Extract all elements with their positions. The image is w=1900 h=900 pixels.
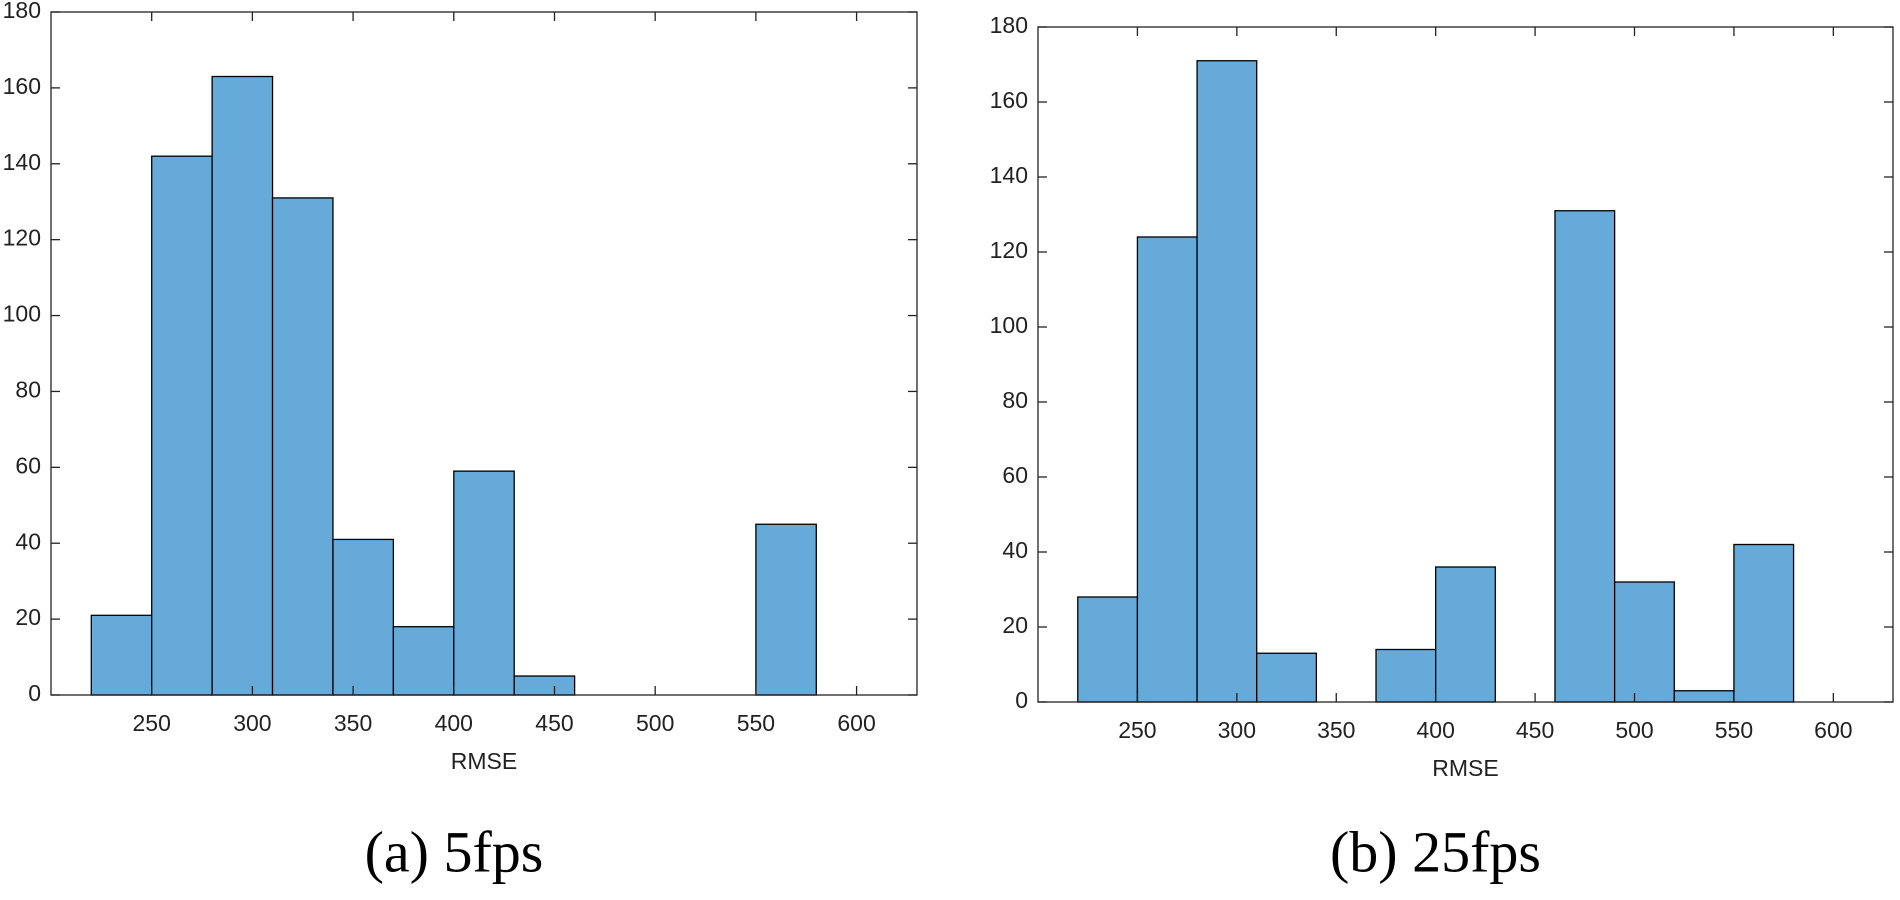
bar <box>332 538 395 696</box>
y-tick-label: 140 <box>990 162 1028 188</box>
x-tick-label: 350 <box>334 710 372 736</box>
y-tick-label: 120 <box>3 225 41 251</box>
x-axis-label: RMSE <box>1432 755 1498 781</box>
y-tick-label: 100 <box>990 312 1028 338</box>
caption: (b) 25fps <box>1330 819 1541 884</box>
bar <box>271 197 334 696</box>
bar <box>513 675 576 696</box>
bar <box>1673 690 1735 703</box>
y-tick-label: 0 <box>1015 687 1028 713</box>
y-tick-label: 180 <box>990 12 1028 38</box>
bar <box>755 523 817 696</box>
y-tick-label: 100 <box>3 301 41 327</box>
x-axis-label: RMSE <box>451 748 517 774</box>
x-tick-label: 450 <box>535 710 573 736</box>
y-tick-label: 40 <box>1002 537 1028 563</box>
y-tick-label: 160 <box>3 73 41 99</box>
bar <box>1435 566 1496 703</box>
bar <box>1375 648 1437 703</box>
x-tick-label: 600 <box>837 710 875 736</box>
bar <box>1136 236 1198 703</box>
y-tick-label: 180 <box>3 0 41 23</box>
x-tick-label: 500 <box>636 710 674 736</box>
x-tick-label: 250 <box>1118 717 1156 743</box>
bar <box>151 155 213 696</box>
y-tick-label: 160 <box>990 87 1028 113</box>
bar <box>211 75 274 696</box>
x-tick-label: 400 <box>435 710 473 736</box>
y-tick-label: 40 <box>15 528 41 554</box>
axes-box <box>50 11 918 696</box>
x-tick-label: 550 <box>1715 717 1753 743</box>
y-tick-label: 80 <box>15 377 41 403</box>
y-tick-label: 60 <box>1002 462 1028 488</box>
y-tick-label: 20 <box>15 604 41 630</box>
x-tick-label: 600 <box>1814 717 1852 743</box>
x-tick-label: 550 <box>737 710 775 736</box>
x-tick-label: 250 <box>133 710 171 736</box>
bar <box>1077 596 1139 703</box>
bar <box>453 470 515 696</box>
y-tick-label: 80 <box>1002 387 1028 413</box>
y-tick-label: 60 <box>15 452 41 478</box>
y-tick-label: 120 <box>990 237 1028 263</box>
x-tick-label: 400 <box>1416 717 1454 743</box>
y-tick-label: 20 <box>1002 612 1028 638</box>
bar <box>1196 60 1258 703</box>
caption: (a) 5fps <box>365 819 544 884</box>
x-tick-label: 350 <box>1317 717 1355 743</box>
x-tick-label: 300 <box>1218 717 1256 743</box>
bar <box>90 614 153 696</box>
x-tick-label: 500 <box>1615 717 1653 743</box>
y-tick-label: 140 <box>3 149 41 175</box>
bar <box>1256 652 1318 703</box>
bar <box>1613 581 1675 703</box>
x-tick-label: 300 <box>233 710 271 736</box>
bar <box>392 626 455 696</box>
bar <box>1733 543 1795 703</box>
axes-box <box>1037 26 1894 703</box>
x-tick-label: 450 <box>1516 717 1554 743</box>
y-tick-label: 0 <box>28 680 41 706</box>
bar <box>1554 210 1616 703</box>
